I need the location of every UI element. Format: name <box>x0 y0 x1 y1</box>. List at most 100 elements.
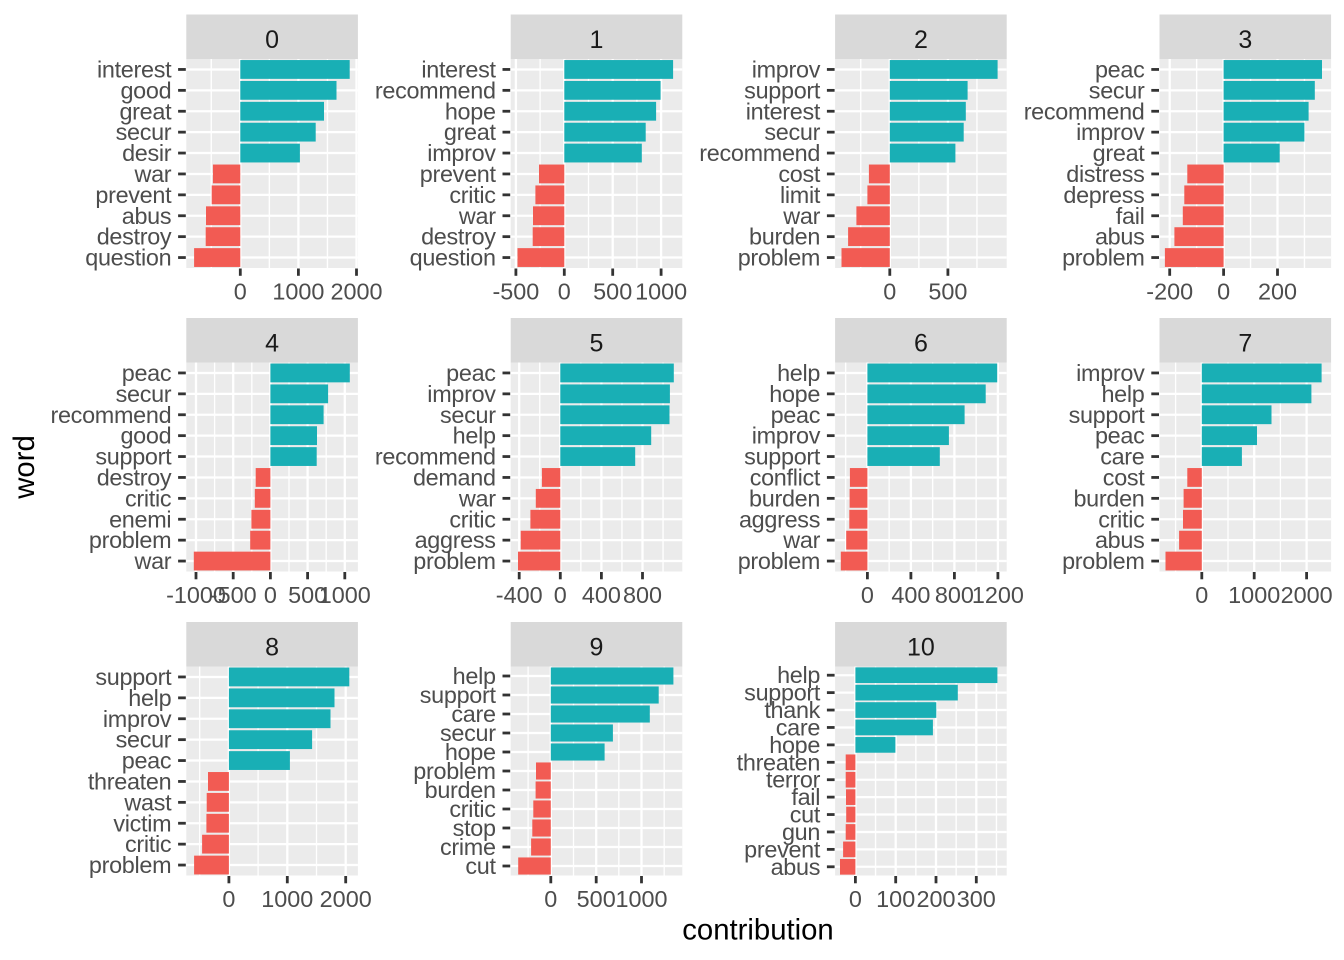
svg-text:300: 300 <box>957 886 996 912</box>
svg-text:fail: fail <box>1116 203 1145 229</box>
svg-text:0: 0 <box>222 886 235 912</box>
svg-text:-1000: -1000 <box>166 582 226 608</box>
svg-text:hope: hope <box>445 739 496 765</box>
svg-text:0: 0 <box>234 278 247 304</box>
svg-text:10: 10 <box>907 633 935 661</box>
svg-text:secur: secur <box>440 720 496 746</box>
svg-text:support: support <box>95 664 172 690</box>
svg-text:0: 0 <box>544 886 557 912</box>
svg-text:help: help <box>128 685 171 711</box>
svg-text:0: 0 <box>558 278 571 304</box>
svg-text:enemi: enemi <box>109 506 171 532</box>
svg-text:1000: 1000 <box>1228 582 1280 608</box>
svg-text:burden: burden <box>749 485 820 511</box>
svg-text:care: care <box>776 714 820 740</box>
svg-text:destroy: destroy <box>421 224 496 250</box>
svg-text:0: 0 <box>849 886 862 912</box>
svg-text:2000: 2000 <box>1281 582 1333 608</box>
svg-text:0: 0 <box>265 26 279 54</box>
svg-text:100: 100 <box>876 886 915 912</box>
svg-text:problem: problem <box>1062 548 1144 574</box>
svg-text:hope: hope <box>445 98 496 124</box>
svg-text:prevent: prevent <box>744 836 821 862</box>
svg-text:0: 0 <box>554 582 567 608</box>
svg-text:help: help <box>1101 381 1144 407</box>
svg-text:peac: peac <box>1095 423 1145 449</box>
svg-text:problem: problem <box>89 852 171 878</box>
svg-text:recommend: recommend <box>375 444 496 470</box>
svg-text:aggress: aggress <box>415 527 496 553</box>
svg-text:contribution: contribution <box>682 914 833 947</box>
svg-text:2000: 2000 <box>330 278 382 304</box>
svg-text:cut: cut <box>465 853 496 879</box>
svg-text:question: question <box>85 245 171 271</box>
svg-text:secur: secur <box>1089 77 1145 103</box>
svg-text:abus: abus <box>1095 224 1145 250</box>
svg-text:care: care <box>451 701 495 727</box>
svg-text:0: 0 <box>1217 278 1230 304</box>
svg-text:500: 500 <box>288 582 327 608</box>
svg-text:peac: peac <box>122 360 172 386</box>
svg-text:500: 500 <box>928 278 967 304</box>
svg-text:victim: victim <box>113 810 171 836</box>
svg-text:1000: 1000 <box>261 886 313 912</box>
svg-text:abus: abus <box>1095 527 1145 553</box>
svg-text:war: war <box>458 485 496 511</box>
svg-text:great: great <box>444 119 497 145</box>
svg-text:5: 5 <box>590 329 604 357</box>
svg-text:recommend: recommend <box>375 77 496 103</box>
svg-text:secur: secur <box>116 727 172 753</box>
svg-text:improv: improv <box>1076 119 1145 145</box>
svg-text:200: 200 <box>1258 278 1297 304</box>
svg-text:800: 800 <box>623 582 662 608</box>
svg-text:7: 7 <box>1238 329 1252 357</box>
svg-text:peac: peac <box>122 748 172 774</box>
svg-text:cost: cost <box>778 161 820 187</box>
svg-text:secur: secur <box>764 119 820 145</box>
svg-text:war: war <box>458 203 496 229</box>
svg-text:improv: improv <box>1076 360 1145 386</box>
svg-text:prevent: prevent <box>420 161 497 187</box>
svg-text:8: 8 <box>265 633 279 661</box>
svg-text:support: support <box>1069 402 1146 428</box>
svg-text:problem: problem <box>738 548 820 574</box>
svg-text:0: 0 <box>883 278 896 304</box>
svg-text:critic: critic <box>449 506 496 532</box>
svg-text:improv: improv <box>752 56 821 82</box>
svg-text:question: question <box>410 245 496 271</box>
svg-text:burden: burden <box>749 224 820 250</box>
svg-text:fail: fail <box>791 784 820 810</box>
svg-text:conflict: conflict <box>750 464 821 490</box>
svg-text:800: 800 <box>935 582 974 608</box>
svg-text:9: 9 <box>590 633 604 661</box>
svg-text:support: support <box>95 444 172 470</box>
svg-text:distress: distress <box>1066 161 1144 187</box>
svg-text:wast: wast <box>123 789 172 815</box>
svg-text:400: 400 <box>582 582 621 608</box>
svg-text:critic: critic <box>125 485 172 511</box>
svg-text:critic: critic <box>125 831 172 857</box>
svg-text:improv: improv <box>103 706 172 732</box>
svg-text:1000: 1000 <box>319 582 371 608</box>
svg-text:good: good <box>120 77 171 103</box>
svg-text:400: 400 <box>891 582 930 608</box>
svg-text:peac: peac <box>1095 56 1145 82</box>
svg-text:demand: demand <box>413 464 496 490</box>
svg-text:1200: 1200 <box>972 582 1024 608</box>
svg-text:help: help <box>777 360 820 386</box>
svg-text:2000: 2000 <box>320 886 372 912</box>
svg-text:problem: problem <box>1062 245 1144 271</box>
svg-text:0: 0 <box>1195 582 1208 608</box>
svg-text:gun: gun <box>782 819 820 845</box>
svg-text:threaten: threaten <box>737 749 820 775</box>
svg-text:recommend: recommend <box>699 140 820 166</box>
svg-text:secur: secur <box>440 402 496 428</box>
svg-text:200: 200 <box>916 886 955 912</box>
svg-text:hope: hope <box>769 381 820 407</box>
svg-text:peac: peac <box>446 360 496 386</box>
svg-text:problem: problem <box>738 245 820 271</box>
svg-text:improv: improv <box>752 423 821 449</box>
svg-text:problem: problem <box>413 758 495 784</box>
svg-text:interest: interest <box>421 56 496 82</box>
svg-text:burden: burden <box>1073 485 1144 511</box>
